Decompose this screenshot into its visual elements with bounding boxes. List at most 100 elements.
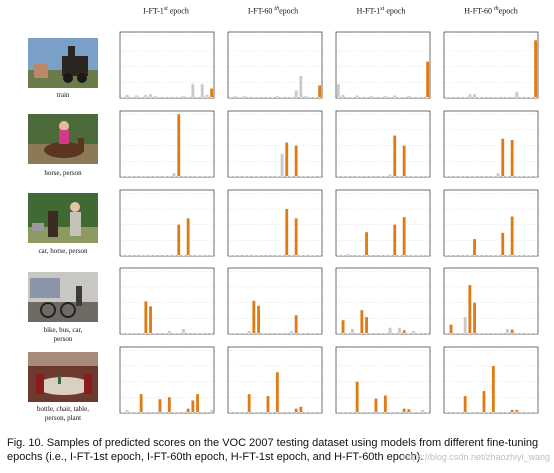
class-baseline-tick [365, 97, 368, 98]
negative-class-score-bar [388, 174, 392, 177]
positive-class-score-bar [534, 40, 538, 98]
class-baseline-tick [360, 255, 364, 256]
class-baseline-tick [313, 176, 317, 177]
row-label-bottle-chair-table-person-plant: bottle, chair, table, person, plant [36, 405, 89, 422]
class-baseline-tick [120, 176, 124, 177]
positive-class-score-bar [393, 135, 397, 177]
positive-class-score-bar [473, 302, 476, 334]
negative-class-score-bar [515, 91, 519, 98]
class-baseline-tick [496, 255, 500, 256]
panel-frame [335, 346, 431, 414]
negative-class-score-bar [468, 94, 472, 98]
class-baseline-tick [308, 255, 312, 256]
class-baseline-tick [247, 176, 251, 177]
score-panel-r2-c3 [443, 189, 540, 257]
class-baseline-tick [346, 333, 350, 334]
class-baseline-tick [402, 412, 406, 413]
score-bar-chart [119, 189, 215, 257]
class-baseline-tick [290, 176, 293, 177]
class-baseline-tick [120, 97, 124, 98]
positive-class-score-bar [407, 409, 411, 413]
class-baseline-tick [412, 412, 415, 413]
class-baseline-tick [125, 412, 129, 413]
class-baseline-tick [421, 97, 425, 98]
class-baseline-tick [200, 97, 204, 98]
positive-class-score-bar [510, 409, 514, 414]
class-baseline-tick [534, 176, 538, 177]
class-baseline-tick [473, 255, 476, 256]
class-baseline-tick [266, 412, 270, 413]
class-baseline-tick [149, 412, 152, 413]
class-baseline-tick [379, 412, 383, 413]
class-baseline-tick [510, 333, 514, 334]
class-baseline-tick [304, 97, 307, 98]
class-baseline-tick [496, 333, 500, 334]
class-baseline-tick [304, 412, 307, 413]
class-baseline-tick [120, 333, 124, 334]
class-baseline-tick [252, 333, 256, 334]
class-baseline-tick [205, 412, 209, 413]
class-baseline-tick [341, 412, 345, 413]
class-baseline-tick [459, 97, 462, 98]
panel-frame [119, 346, 215, 414]
class-baseline-tick [473, 412, 476, 413]
panel-frame [119, 110, 215, 178]
class-baseline-tick [158, 97, 162, 98]
class-baseline-tick [233, 412, 237, 413]
class-baseline-tick [163, 412, 167, 413]
class-baseline-tick [398, 333, 401, 334]
positive-class-score-bar [510, 140, 514, 177]
class-baseline-tick [355, 176, 359, 177]
class-baseline-tick [468, 333, 472, 334]
class-baseline-tick [524, 333, 528, 334]
train-photo [28, 38, 98, 88]
class-baseline-tick [426, 333, 430, 334]
class-baseline-tick [228, 333, 232, 334]
class-baseline-tick [266, 176, 270, 177]
class-baseline-tick [167, 97, 171, 98]
positive-class-score-bar [177, 114, 181, 177]
class-baseline-tick [290, 412, 293, 413]
positive-class-score-bar [299, 406, 303, 413]
class-baseline-tick [299, 255, 303, 256]
class-baseline-tick [252, 255, 256, 256]
class-baseline-tick [501, 412, 505, 413]
class-baseline-tick [421, 412, 425, 413]
class-baseline-tick [182, 97, 185, 98]
score-bar-chart [119, 346, 215, 414]
class-baseline-tick [266, 97, 270, 98]
class-baseline-tick [360, 412, 364, 413]
class-baseline-tick [365, 412, 368, 413]
class-baseline-tick [529, 176, 533, 177]
class-baseline-tick [130, 333, 134, 334]
caption-line-1: Fig. 10. Samples of predicted scores on … [7, 437, 539, 449]
class-baseline-tick [501, 176, 505, 177]
class-baseline-tick [365, 255, 368, 256]
panel-frame [119, 267, 215, 335]
score-panel-r2-c2 [335, 189, 432, 257]
class-baseline-tick [454, 333, 458, 334]
class-baseline-tick [515, 255, 519, 256]
class-baseline-tick [167, 333, 171, 334]
class-baseline-tick [247, 412, 251, 413]
class-baseline-tick [463, 176, 467, 177]
class-baseline-tick [257, 333, 260, 334]
class-baseline-tick [182, 333, 185, 334]
positive-class-score-bar [186, 218, 190, 256]
class-baseline-tick [407, 176, 411, 177]
negative-class-score-bar [473, 94, 476, 98]
class-baseline-tick [398, 255, 401, 256]
class-baseline-tick [374, 176, 378, 177]
class-baseline-tick [360, 176, 364, 177]
class-baseline-tick [369, 333, 373, 334]
score-bar-chart [443, 346, 539, 414]
score-panel-r4-c1 [227, 346, 324, 414]
positive-class-score-bar [355, 381, 359, 413]
class-baseline-tick [506, 176, 509, 177]
panel-frame [119, 31, 215, 99]
positive-class-score-bar [510, 329, 514, 334]
class-baseline-tick [421, 333, 425, 334]
class-baseline-tick [524, 97, 528, 98]
class-baseline-tick [496, 97, 500, 98]
positive-class-score-bar [449, 324, 453, 334]
